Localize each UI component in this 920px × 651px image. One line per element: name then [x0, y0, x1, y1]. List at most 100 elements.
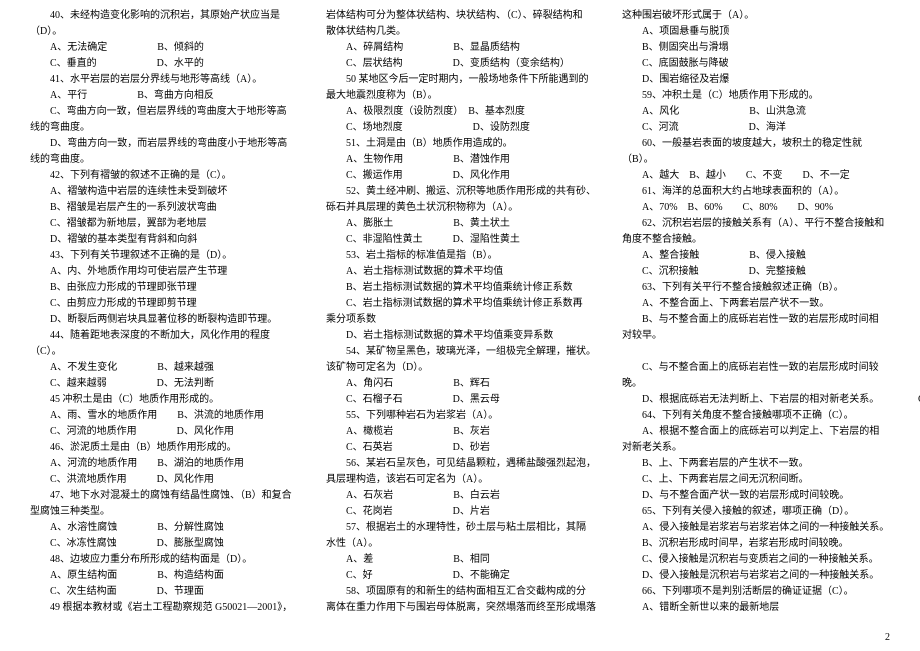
text-line: A、差 B、相同	[326, 552, 604, 567]
text-line: C、沉积接触 D、完整接触	[622, 264, 900, 279]
text-line: 砾石并具层理的黄色土状沉积物称为（A）。	[326, 200, 604, 215]
text-line: B、与不整合面上的底砾岩岩性一致的岩层形成时间相	[622, 312, 900, 327]
text-line: C、花岗岩 D、片岩	[326, 504, 604, 519]
text-line: C、石英岩 D、砂岩	[326, 440, 604, 455]
text-line: C、与不整合面上的底砾岩岩性一致的岩层形成时间较	[622, 360, 900, 375]
text-line: A、侵入接触是岩浆岩与岩浆岩体之间的一种接触关系。	[622, 520, 900, 535]
text-line: C、非湿陷性黄土 D、湿陷性黄土	[326, 232, 604, 247]
text-line: B、褶皱是岩层产生的一系列波状弯曲	[30, 200, 308, 215]
text-line	[622, 344, 900, 359]
text-line: 最大地震烈度称为（B）。	[326, 88, 604, 103]
text-line: 49 根据本教材或《岩土工程勘察规范 G50021—2001》，	[30, 600, 308, 615]
text-line: 50 某地区今后一定时期内，一般场地条件下所能遇到的	[326, 72, 604, 87]
text-line: 59、冲积土是（C）地质作用下形成的。	[622, 88, 900, 103]
text-line: C、场地烈度 D、设防烈度	[326, 120, 604, 135]
text-line: C、垂直的 D、水平的	[30, 56, 308, 71]
text-line: D、褶皱的基本类型有背斜和向斜	[30, 232, 308, 247]
text-line: A、水溶性腐蚀 B、分解性腐蚀	[30, 520, 308, 535]
text-line: C、上、下两套岩层之间无沉积间断。	[622, 472, 900, 487]
text-line: 水性（A）。	[326, 536, 604, 551]
text-line: B、沉积岩形成时间早，岩浆岩形成时间较晚。	[622, 536, 900, 551]
text-line: 58、项固原有的和新生的结构面相互汇合交截构成的分	[326, 584, 604, 599]
text-line: A、膨胀土 B、黄土状土	[326, 216, 604, 231]
text-line: D、根据底砾岩无法判断上、下岩层的相对新老关系。	[622, 392, 900, 407]
text-line: 散体状结构几类。	[326, 24, 604, 39]
text-line: 具层理构造，该岩石可定名为（A）。	[326, 472, 604, 487]
text-line: 66、下列哪项不是判别活断层的确证证据（C）。	[622, 584, 900, 599]
text-line: 岩体结构可分为整体状结构、块状结构、（C）、碎裂结构和	[326, 8, 604, 23]
text-line: D、与不整合面产状一致的岩层形成时间较晚。	[622, 488, 900, 503]
text-line: A、风化 B、山洪急流	[622, 104, 900, 119]
text-line: 这种围岩破坏形式属于（A）。	[622, 8, 900, 23]
text-line: A、原生结构面 B、构造结构面	[30, 568, 308, 583]
text-line: C、由剪应力形成的节理即剪节理	[30, 296, 308, 311]
text-line: C、弯曲方向一致，但岩层界线的弯曲度大于地形等高	[30, 104, 308, 119]
text-line: 61、海洋的总面积大约占地球表面积的（A）。	[622, 184, 900, 199]
text-line: 乘分项系数	[326, 312, 604, 327]
text-line: A、角闪石 B、辉石	[326, 376, 604, 391]
text-line: 晚。	[622, 376, 900, 391]
text-line: A、褶皱构造中岩层的连续性未受到破坏	[30, 184, 308, 199]
text-line: A、橄榄岩 B、灰岩	[326, 424, 604, 439]
text-line: A、错断全新世以来的最新地层	[622, 600, 900, 615]
text-line: D、侵入接触是沉积岩与岩浆岩之间的一种接触关系。	[622, 568, 900, 583]
text-line: 角度不整合接触。	[622, 232, 900, 247]
text-line: 型腐蚀三种类型。	[30, 504, 308, 519]
text-line: C、洪流地质作用 D、风化作用	[30, 472, 308, 487]
text-line: 41、水平岩层的岩层分界线与地形等高线（A）。	[30, 72, 308, 87]
text-line: A、雨、雪水的地质作用 B、洪流的地质作用	[30, 408, 308, 423]
text-line: B、侧固突出与滑塌	[622, 40, 900, 55]
text-line: C、河流的地质作用 D、风化作用	[30, 424, 308, 439]
text-line: 64、下列有关角度不整合接触哪项不正确（C）。	[622, 408, 900, 423]
text-line: C、冰冻性腐蚀 D、膨胀型腐蚀	[30, 536, 308, 551]
text-line: A、无法确定 B、倾斜的	[30, 40, 308, 55]
text-line: C、岩土指标测试数据的算术平均值乘统计修正系数再	[326, 296, 604, 311]
text-line: 44、随着距地表深度的不断加大，风化作用的程度	[30, 328, 308, 343]
text-line: C、层状结构 D、变质结构（变余结构）	[326, 56, 604, 71]
text-line: C、好 D、不能确定	[326, 568, 604, 583]
text-line: 56、某岩石呈灰色，可见结晶颗粒，遇稀盐酸强烈起泡，	[326, 456, 604, 471]
text-line: A、碎屑结构 B、显晶质结构	[326, 40, 604, 55]
text-line: 离体在重力作用下与围岩母体脱离，突然塌落而终至形成塌落	[326, 600, 604, 615]
text-line: 40、未经构造变化影响的沉积岩，其原始产状应当是	[30, 8, 308, 23]
text-line: 51、土洞是由（B）地质作用造成的。	[326, 136, 604, 151]
text-line: C、侵入接触是沉积岩与变质岩之间的一种接触关系。	[622, 552, 900, 567]
text-line: A、平行 B、弯曲方向相反	[30, 88, 308, 103]
text-line: 62、沉积岩岩层的接触关系有（A）、平行不整合接触和	[622, 216, 900, 231]
text-line: A、整合接触 B、侵入接触	[622, 248, 900, 263]
text-line: 对新老关系。	[622, 440, 900, 455]
text-line: A、岩土指标测试数据的算术平均值	[326, 264, 604, 279]
text-line: B、由张应力形成的节理即张节理	[30, 280, 308, 295]
text-line: 48、边坡应力重分布所形成的结构面是（D）。	[30, 552, 308, 567]
text-line: 45 冲积土是由（C）地质作用形成的。	[30, 392, 308, 407]
text-line: A、内、外地质作用均可使岩层产生节理	[30, 264, 308, 279]
text-line: （D）。	[30, 24, 308, 39]
text-line: 46、淤泥质土是由（B）地质作用形成的。	[30, 440, 308, 455]
text-line: 该矿物可定名为（D）。	[326, 360, 604, 375]
text-line: 53、岩土指标的标准值是指（B）。	[326, 248, 604, 263]
text-line: C、褶皱都为新地层，翼部为老地层	[30, 216, 308, 231]
text-line: C、次生结构面 D、节理面	[30, 584, 308, 599]
text-line: A、极限烈度（设防烈度） B、基本烈度	[326, 104, 604, 119]
text-line: 63、下列有关平行不整合接触叙述正确（B）。	[622, 280, 900, 295]
page-number: 2	[885, 630, 890, 645]
text-line: A、70% B、60% C、80% D、90%	[622, 200, 900, 215]
text-line: A、石灰岩 B、白云岩	[326, 488, 604, 503]
text-line: C、底固鼓胀与降破	[622, 56, 900, 71]
text-line: 42、下列有褶皱的叙述不正确的是（C）。	[30, 168, 308, 183]
text-line: 54、某矿物呈黑色，玻璃光泽，一组极完全解理，摧状。	[326, 344, 604, 359]
text-line: A、根据不整合面上的底砾岩可以判定上、下岩层的相	[622, 424, 900, 439]
text-line: C、河流 D、海洋	[622, 120, 900, 135]
text-line: C、石榴子石 D、黑云母	[326, 392, 604, 407]
text-line: 47、地下水对混凝土的腐蚀有结晶性腐蚀、（B）和复合	[30, 488, 308, 503]
text-line: C、搬运作用 D、风化作用	[326, 168, 604, 183]
text-line: 52、黄土经冲刷、搬运、沉积等地质作用形成的共有砂、	[326, 184, 604, 199]
text-line: 65、下列有关侵入接触的叙述，哪项正确（D）。	[622, 504, 900, 519]
text-line: D、围岩缩径及岩爆	[622, 72, 900, 87]
text-line: （C）。	[30, 344, 308, 359]
text-line: 线的弯曲度。	[30, 120, 308, 135]
text-line: C、越来越弱 D、无法判断	[30, 376, 308, 391]
text-line: 线的弯曲度。	[30, 152, 308, 167]
text-line: B、上、下两套岩层的产生状不一致。	[622, 456, 900, 471]
text-line: A、不整合面上、下两套岩层产状不一致。	[622, 296, 900, 311]
